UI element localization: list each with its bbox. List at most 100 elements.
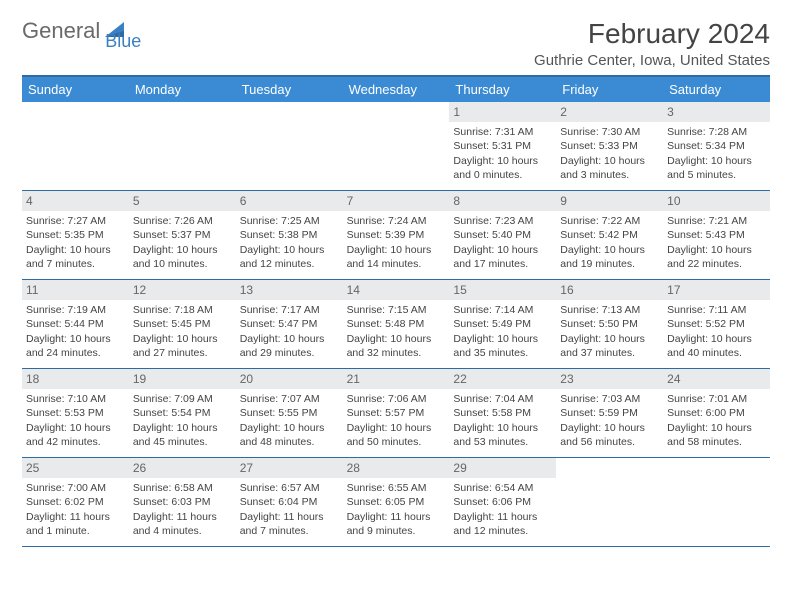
sunset-text: Sunset: 5:42 PM: [560, 228, 659, 242]
daylight-text: Daylight: 10 hours and 42 minutes.: [26, 421, 125, 449]
calendar-cell: 9Sunrise: 7:22 AMSunset: 5:42 PMDaylight…: [556, 191, 663, 279]
sunset-text: Sunset: 5:55 PM: [240, 406, 339, 420]
daylight-text: Daylight: 10 hours and 3 minutes.: [560, 154, 659, 182]
day-number: 28: [343, 458, 450, 478]
calendar-cell: 6Sunrise: 7:25 AMSunset: 5:38 PMDaylight…: [236, 191, 343, 279]
day-header-row: Sunday Monday Tuesday Wednesday Thursday…: [22, 77, 770, 102]
calendar-cell: .: [556, 458, 663, 546]
day-number: 14: [343, 280, 450, 300]
calendar-cell: 4Sunrise: 7:27 AMSunset: 5:35 PMDaylight…: [22, 191, 129, 279]
daylight-text: Daylight: 10 hours and 45 minutes.: [133, 421, 232, 449]
sunrise-text: Sunrise: 7:01 AM: [667, 392, 766, 406]
calendar-cell: 22Sunrise: 7:04 AMSunset: 5:58 PMDayligh…: [449, 369, 556, 457]
sunset-text: Sunset: 5:34 PM: [667, 139, 766, 153]
day-header: Friday: [556, 77, 663, 102]
daylight-text: Daylight: 10 hours and 17 minutes.: [453, 243, 552, 271]
calendar-week: 18Sunrise: 7:10 AMSunset: 5:53 PMDayligh…: [22, 369, 770, 458]
sunset-text: Sunset: 5:59 PM: [560, 406, 659, 420]
sunset-text: Sunset: 6:03 PM: [133, 495, 232, 509]
calendar-cell: 2 Sunrise: 7:30 AMSunset: 5:33 PMDaylight…: [556, 102, 663, 190]
sunrise-text: Sunrise: 7:13 AM: [560, 303, 659, 317]
sunrise-text: Sunrise: 6:58 AM: [133, 481, 232, 495]
daylight-text: Daylight: 10 hours and 5 minutes.: [667, 154, 766, 182]
day-header: Tuesday: [236, 77, 343, 102]
calendar-cell: 26Sunrise: 6:58 AMSunset: 6:03 PMDayligh…: [129, 458, 236, 546]
sunset-text: Sunset: 5:47 PM: [240, 317, 339, 331]
calendar-week: ....1Sunrise: 7:31 AMSunset: 5:31 PMDayl…: [22, 102, 770, 191]
calendar-cell: .: [236, 102, 343, 190]
day-number: 25: [22, 458, 129, 478]
sunset-text: Sunset: 5:53 PM: [26, 406, 125, 420]
day-number: 23: [556, 369, 663, 389]
day-number: 2: [556, 102, 663, 122]
daylight-text: Daylight: 10 hours and 37 minutes.: [560, 332, 659, 360]
page-title: February 2024: [534, 18, 770, 50]
calendar-cell: 27Sunrise: 6:57 AMSunset: 6:04 PMDayligh…: [236, 458, 343, 546]
daylight-text: Daylight: 10 hours and 19 minutes.: [560, 243, 659, 271]
daylight-text: Daylight: 10 hours and 32 minutes.: [347, 332, 446, 360]
day-header: Saturday: [663, 77, 770, 102]
day-number: 24: [663, 369, 770, 389]
day-number: 4: [22, 191, 129, 211]
calendar-cell: 20 Sunrise: 7:07 AMSunset: 5:55 PMDayligh…: [236, 369, 343, 457]
day-number: 15: [449, 280, 556, 300]
calendar-cell: .: [22, 102, 129, 190]
sunrise-text: Sunrise: 7:18 AM: [133, 303, 232, 317]
sunrise-text: Sunrise: 7:06 AM: [347, 392, 446, 406]
sunset-text: Sunset: 5:35 PM: [26, 228, 125, 242]
calendar-cell: 3Sunrise: 7:28 AMSunset: 5:34 PMDaylight…: [663, 102, 770, 190]
day-number: 6: [236, 191, 343, 211]
daylight-text: Daylight: 10 hours and 50 minutes.: [347, 421, 446, 449]
day-header: Wednesday: [343, 77, 450, 102]
sunset-text: Sunset: 5:33 PM: [560, 139, 659, 153]
logo-text-general: General: [22, 18, 100, 44]
sunrise-text: Sunrise: 7:07 AM: [240, 392, 339, 406]
daylight-text: Daylight: 10 hours and 53 minutes.: [453, 421, 552, 449]
calendar-cell: 1Sunrise: 7:31 AMSunset: 5:31 PMDaylight…: [449, 102, 556, 190]
sunset-text: Sunset: 6:06 PM: [453, 495, 552, 509]
sunset-text: Sunset: 5:45 PM: [133, 317, 232, 331]
sunset-text: Sunset: 5:54 PM: [133, 406, 232, 420]
calendar-cell: 5Sunrise: 7:26 AMSunset: 5:37 PMDaylight…: [129, 191, 236, 279]
daylight-text: Daylight: 10 hours and 58 minutes.: [667, 421, 766, 449]
sunrise-text: Sunrise: 6:57 AM: [240, 481, 339, 495]
sunrise-text: Sunrise: 7:17 AM: [240, 303, 339, 317]
day-number: 17: [663, 280, 770, 300]
calendar-cell: 28Sunrise: 6:55 AMSunset: 6:05 PMDayligh…: [343, 458, 450, 546]
day-number: 20: [236, 369, 343, 389]
calendar-cell: 23Sunrise: 7:03 AMSunset: 5:59 PMDayligh…: [556, 369, 663, 457]
header: General Blue February 2024 Guthrie Cente…: [22, 18, 770, 69]
sunset-text: Sunset: 6:05 PM: [347, 495, 446, 509]
sunset-text: Sunset: 5:37 PM: [133, 228, 232, 242]
sunrise-text: Sunrise: 7:23 AM: [453, 214, 552, 228]
calendar-cell: 7Sunrise: 7:24 AMSunset: 5:39 PMDaylight…: [343, 191, 450, 279]
day-number: 10: [663, 191, 770, 211]
calendar-cell: 19Sunrise: 7:09 AMSunset: 5:54 PMDayligh…: [129, 369, 236, 457]
sunrise-text: Sunrise: 7:30 AM: [560, 125, 659, 139]
daylight-text: Daylight: 10 hours and 7 minutes.: [26, 243, 125, 271]
logo: General Blue: [22, 18, 163, 44]
daylight-text: Daylight: 10 hours and 27 minutes.: [133, 332, 232, 360]
sunrise-text: Sunrise: 7:22 AM: [560, 214, 659, 228]
sunrise-text: Sunrise: 7:31 AM: [453, 125, 552, 139]
day-number: 3: [663, 102, 770, 122]
location-text: Guthrie Center, Iowa, United States: [534, 52, 770, 69]
calendar-cell: 16Sunrise: 7:13 AMSunset: 5:50 PMDayligh…: [556, 280, 663, 368]
sunset-text: Sunset: 5:43 PM: [667, 228, 766, 242]
calendar-cell: 29Sunrise: 6:54 AMSunset: 6:06 PMDayligh…: [449, 458, 556, 546]
daylight-text: Daylight: 11 hours and 1 minute.: [26, 510, 125, 538]
day-header: Sunday: [22, 77, 129, 102]
day-number: 27: [236, 458, 343, 478]
sunset-text: Sunset: 5:38 PM: [240, 228, 339, 242]
day-number: 29: [449, 458, 556, 478]
sunrise-text: Sunrise: 7:24 AM: [347, 214, 446, 228]
sunrise-text: Sunrise: 7:03 AM: [560, 392, 659, 406]
day-number: 16: [556, 280, 663, 300]
sunset-text: Sunset: 5:39 PM: [347, 228, 446, 242]
daylight-text: Daylight: 11 hours and 4 minutes.: [133, 510, 232, 538]
calendar-week: 25Sunrise: 7:00 AMSunset: 6:02 PMDayligh…: [22, 458, 770, 547]
sunrise-text: Sunrise: 7:25 AM: [240, 214, 339, 228]
daylight-text: Daylight: 10 hours and 48 minutes.: [240, 421, 339, 449]
daylight-text: Daylight: 10 hours and 22 minutes.: [667, 243, 766, 271]
calendar-cell: 14Sunrise: 7:15 AMSunset: 5:48 PMDayligh…: [343, 280, 450, 368]
